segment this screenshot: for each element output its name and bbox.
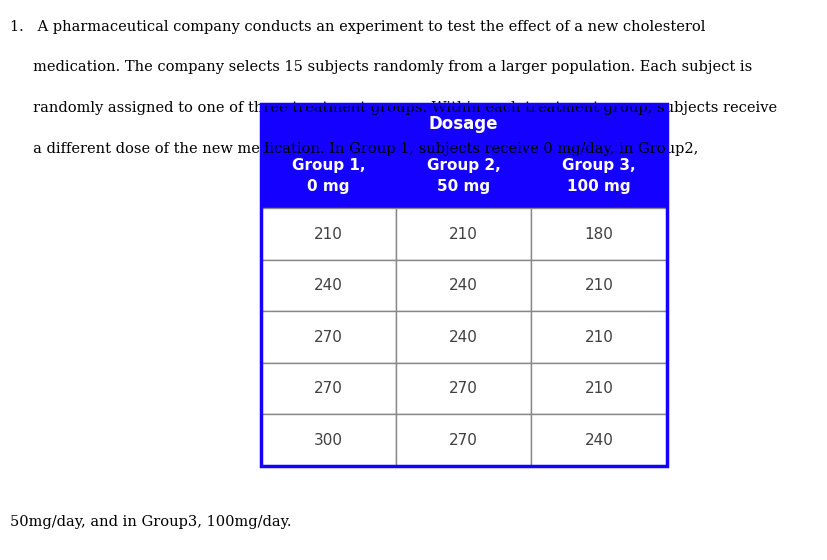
Bar [261, 104, 666, 144]
Text: 300: 300 [313, 433, 342, 447]
Text: Dosage: Dosage [428, 115, 498, 133]
Text: a different dose of the new medication. In Group 1, subjects receive 0 mg/day, i: a different dose of the new medication. … [10, 142, 697, 156]
Text: 1.   A pharmaceutical company conducts an experiment to test the effect of a new: 1. A pharmaceutical company conducts an … [10, 20, 705, 34]
Text: 240: 240 [449, 278, 477, 293]
Bar [261, 311, 395, 363]
Bar [531, 414, 666, 466]
Text: 270: 270 [313, 381, 342, 396]
Text: medication. The company selects 15 subjects randomly from a larger population. E: medication. The company selects 15 subje… [10, 60, 751, 74]
Bar [395, 414, 531, 466]
Bar [261, 104, 666, 466]
Text: 210: 210 [584, 330, 613, 344]
Text: Group 3,
100 mg: Group 3, 100 mg [562, 158, 635, 194]
Text: 270: 270 [313, 330, 342, 344]
Text: 240: 240 [584, 433, 613, 447]
Text: 180: 180 [584, 227, 613, 241]
Text: randomly assigned to one of three treatment groups. Within each treatment group,: randomly assigned to one of three treatm… [10, 101, 776, 115]
Bar [395, 363, 531, 414]
Bar [395, 144, 531, 208]
Bar [531, 311, 666, 363]
Text: 270: 270 [449, 433, 477, 447]
Bar [395, 311, 531, 363]
Bar [395, 260, 531, 311]
Text: 210: 210 [584, 381, 613, 396]
Text: 270: 270 [449, 381, 477, 396]
Bar [395, 208, 531, 260]
Text: 210: 210 [584, 278, 613, 293]
Bar [261, 260, 395, 311]
Bar [531, 363, 666, 414]
Text: Group 1,
0 mg: Group 1, 0 mg [291, 158, 365, 194]
Text: 50mg/day, and in Group3, 100mg/day.: 50mg/day, and in Group3, 100mg/day. [10, 515, 291, 529]
Bar [531, 208, 666, 260]
Text: 210: 210 [449, 227, 477, 241]
Bar [531, 260, 666, 311]
Bar [531, 144, 666, 208]
Text: 240: 240 [313, 278, 342, 293]
Bar [261, 414, 395, 466]
Bar [261, 208, 395, 260]
Bar [261, 363, 395, 414]
Text: 240: 240 [449, 330, 477, 344]
Text: Group 2,
50 mg: Group 2, 50 mg [426, 158, 500, 194]
Text: 210: 210 [313, 227, 342, 241]
Bar [261, 144, 395, 208]
